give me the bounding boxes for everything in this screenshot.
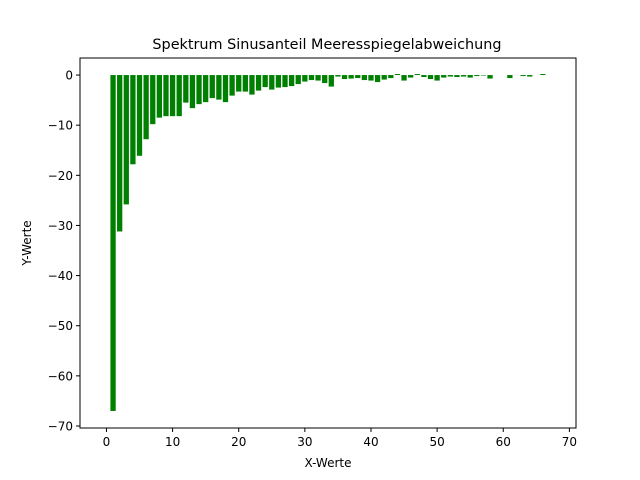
bar [374,75,381,83]
x-tick-label: 70 [562,435,577,449]
bar [328,75,334,87]
bar [454,75,460,78]
bar [308,75,315,81]
y-tick-label: −50 [48,319,73,333]
bar [249,75,255,95]
bar [275,75,282,88]
x-tick-label: 0 [103,435,111,449]
y-axis-title: Y-Werte [20,220,34,266]
bar [183,75,189,103]
bar [222,75,229,103]
bar [176,75,182,117]
bar [527,75,533,77]
bar [460,75,467,77]
y-tick-label: 0 [65,69,73,83]
bar [143,75,149,140]
bar [156,75,162,118]
chart-title: Spektrum Sinusanteil Meeresspiegelabweic… [152,37,501,53]
bar [136,75,143,156]
bar [355,75,361,79]
bar [282,75,288,88]
bar [381,75,387,80]
bar [394,74,401,76]
bar [427,75,434,80]
bar [322,75,328,84]
bar [130,75,136,165]
bar [110,75,116,411]
bar [520,75,526,77]
bar [203,75,209,103]
bar [262,75,268,88]
bar [388,75,394,79]
bar [434,75,440,81]
bar [341,75,348,80]
bar [196,75,202,105]
bar [123,75,129,205]
bars-group [110,74,546,411]
y-tick-label: −60 [48,369,73,383]
y-tick-label: −10 [48,119,73,133]
bar [408,75,414,78]
bar [414,74,420,76]
y-axis: 0 −10 −20 −30 −40 −50 −60 −70 [48,69,80,433]
plot-frame [79,57,577,429]
bar [421,75,427,78]
bar [487,75,493,79]
bar [288,75,295,87]
bar [335,75,341,77]
bar [474,75,480,77]
bar [348,75,354,79]
bar [229,75,235,96]
bar [368,75,374,81]
bar [117,75,123,232]
x-tick-label: 40 [363,435,378,449]
bar [441,75,447,78]
x-tick-label: 10 [165,435,180,449]
x-axis: 0 10 20 30 40 50 60 70 [103,428,577,449]
bar [150,75,156,125]
bar [302,75,308,82]
bar [480,75,487,76]
x-tick-label: 60 [496,435,511,449]
bar [295,75,301,85]
bar [209,75,215,99]
bar [315,75,321,81]
x-axis-title: X-Werte [304,456,351,470]
y-tick-label: −20 [48,169,73,183]
bar [269,75,275,90]
bar [540,74,546,76]
bar [401,75,407,81]
bar [467,75,473,78]
bar [447,75,453,77]
bar [361,75,368,81]
bar [169,75,176,117]
y-tick-label: −70 [48,419,73,433]
x-tick-label: 20 [231,435,246,449]
x-tick-label: 50 [429,435,444,449]
bar [255,75,262,91]
bar [507,75,513,79]
y-tick-label: −30 [48,219,73,233]
bar [163,75,169,117]
bar [242,75,248,92]
y-tick-label: −40 [48,269,73,283]
x-tick-label: 30 [297,435,312,449]
bar [216,75,222,100]
bar [189,75,196,109]
bar [236,75,242,92]
